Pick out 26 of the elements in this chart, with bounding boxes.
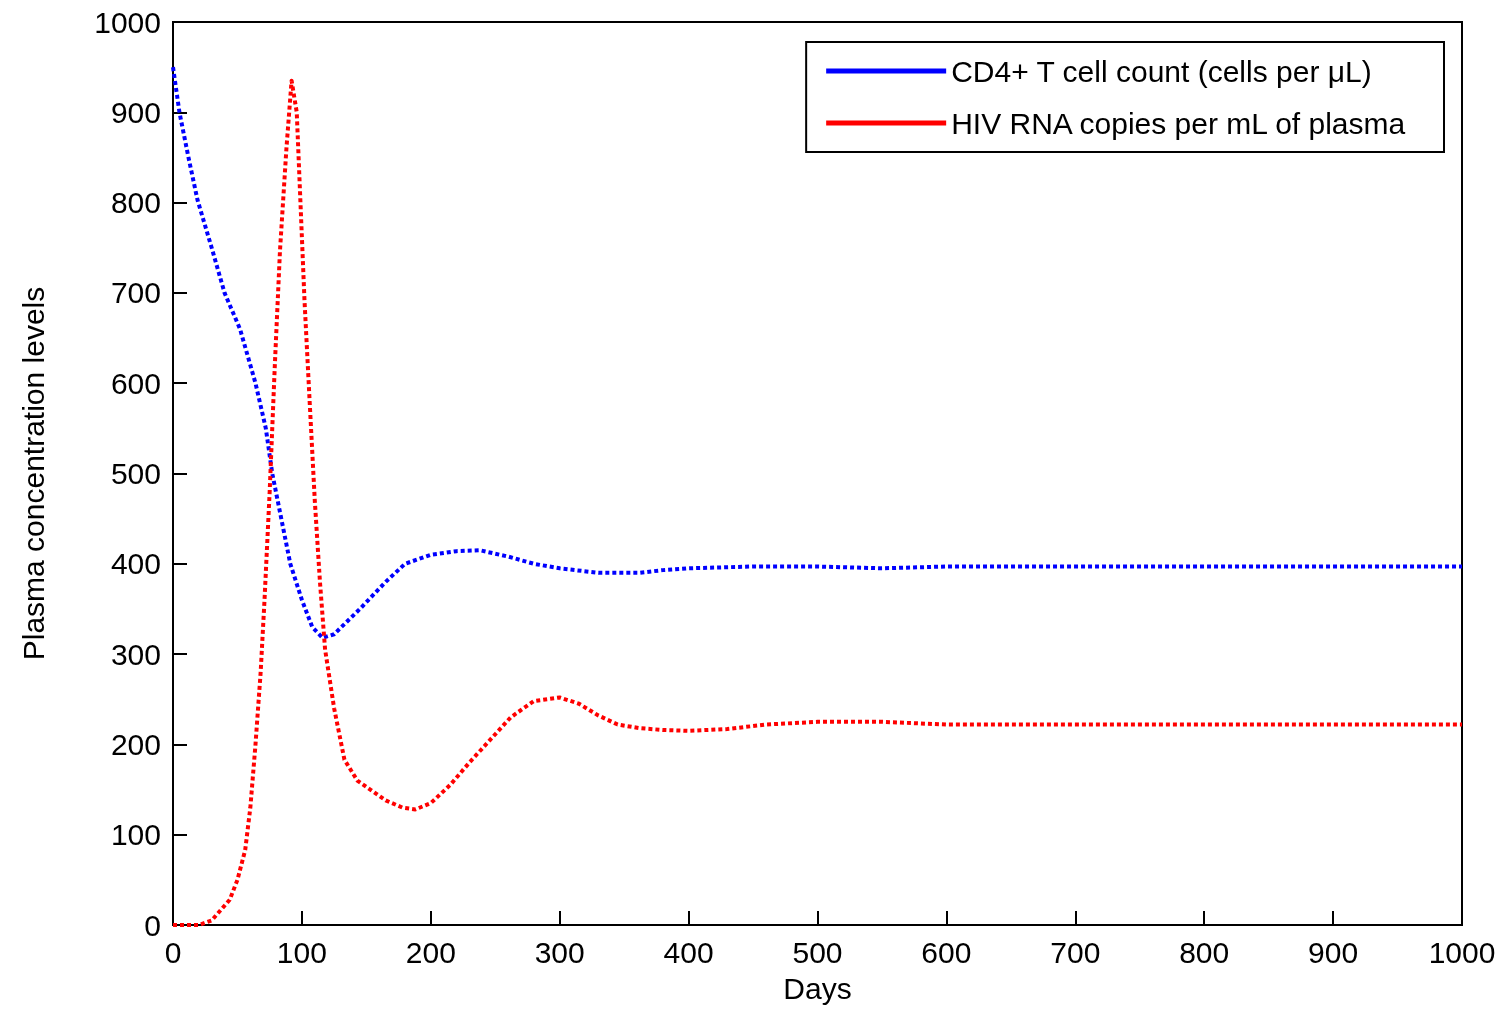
x-axis-title: Days (783, 971, 852, 1005)
x-tick-label: 900 (1308, 935, 1359, 969)
x-tick-label: 800 (1179, 935, 1230, 969)
y-tick-label: 700 (110, 276, 161, 310)
x-tick-label: 400 (663, 935, 714, 969)
y-tick-label: 500 (110, 457, 161, 490)
x-tick-label: 0 (164, 935, 182, 969)
x-tick-label: 700 (1050, 935, 1101, 969)
legend-label: HIV RNA copies per mL of plasma (951, 106, 1406, 140)
y-tick-label: 300 (110, 637, 161, 671)
y-tick-label: 600 (110, 366, 161, 400)
x-tick-label: 600 (921, 935, 972, 969)
y-tick-label: 900 (110, 95, 161, 129)
y-tick-label: 800 (110, 186, 161, 220)
y-tick-label: 1000 (94, 5, 161, 39)
y-tick-label: 100 (110, 818, 161, 852)
y-tick-label: 0 (144, 908, 161, 942)
x-tick-label: 300 (534, 935, 585, 969)
legend-label: CD4+ T cell count (cells per μL) (951, 54, 1372, 88)
x-tick-label: 500 (792, 935, 843, 969)
y-tick-label: 400 (110, 547, 161, 581)
x-tick-label: 100 (276, 935, 327, 969)
x-tick-label: 1000 (1428, 935, 1496, 969)
x-tick-label: 200 (405, 935, 456, 969)
y-axis-title: Plasma concentration levels (16, 286, 50, 661)
y-tick-label: 200 (110, 727, 161, 761)
